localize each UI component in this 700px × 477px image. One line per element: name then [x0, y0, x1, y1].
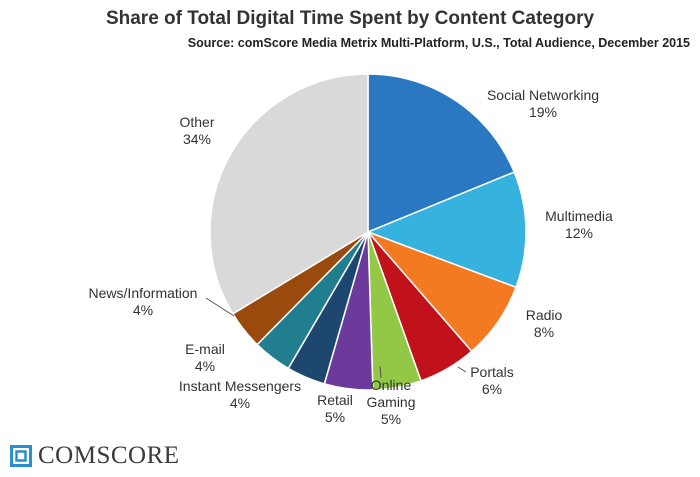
slice-label-e-mail: E-mail 4%	[185, 341, 225, 374]
slice-label-portals: Portals 6%	[470, 364, 514, 397]
leader-lines	[205, 297, 467, 379]
leader-line-portals	[457, 366, 467, 373]
comscore-logo-icon	[10, 445, 32, 467]
slice-labels: Social Networking 19% Multimedia 12% Radio 8%…	[89, 87, 614, 427]
slice-multimedia	[365, 171, 527, 289]
slice-label-multimedia: Multimedia 12%	[545, 208, 613, 241]
chart-title: Share of Total Digital Time Spent by Con…	[105, 8, 595, 29]
comscore-logo: COMSCORE	[10, 441, 180, 471]
slice-label-instant-messengers: Instant Messengers 4%	[179, 378, 301, 411]
comscore-logo-text: COMSCORE	[38, 442, 180, 469]
pie-slices	[209, 73, 527, 391]
slice-label-online-gaming: Online Gaming 5%	[366, 377, 415, 427]
chart-subtitle: Source: comScore Media Metrix Multi-Plat…	[187, 36, 690, 50]
slice-label-news-information: News/Information 4%	[89, 285, 198, 318]
slice-label-other: Other 34%	[179, 114, 214, 147]
slice-social-networking	[367, 73, 516, 234]
slice-label-retail: Retail 5%	[317, 392, 353, 425]
slice-other	[209, 73, 369, 315]
leader-line-news-information	[205, 297, 235, 317]
slice-label-radio: Radio 8%	[526, 307, 563, 340]
slice-label-social-networking: Social Networking 19%	[487, 87, 599, 120]
leader-line-online-gaming	[379, 365, 382, 379]
